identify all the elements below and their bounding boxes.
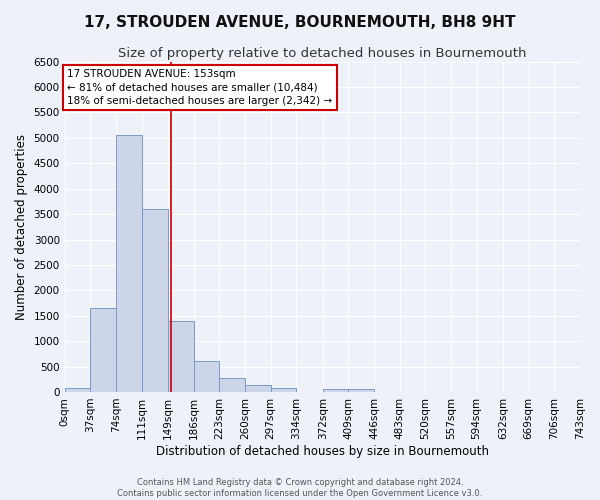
Bar <box>271 388 296 392</box>
Bar <box>349 389 374 392</box>
X-axis label: Distribution of detached houses by size in Bournemouth: Distribution of detached houses by size … <box>156 444 489 458</box>
Bar <box>245 386 271 392</box>
Y-axis label: Number of detached properties: Number of detached properties <box>15 134 28 320</box>
Text: Contains HM Land Registry data © Crown copyright and database right 2024.
Contai: Contains HM Land Registry data © Crown c… <box>118 478 482 498</box>
Bar <box>142 209 168 392</box>
Title: Size of property relative to detached houses in Bournemouth: Size of property relative to detached ho… <box>118 48 527 60</box>
Text: 17 STROUDEN AVENUE: 153sqm
← 81% of detached houses are smaller (10,484)
18% of : 17 STROUDEN AVENUE: 153sqm ← 81% of deta… <box>67 70 332 106</box>
Bar <box>323 389 349 392</box>
Bar <box>91 308 116 392</box>
Bar <box>65 388 91 392</box>
Bar <box>194 362 220 392</box>
Text: 17, STROUDEN AVENUE, BOURNEMOUTH, BH8 9HT: 17, STROUDEN AVENUE, BOURNEMOUTH, BH8 9H… <box>84 15 516 30</box>
Bar <box>220 378 245 392</box>
Bar <box>116 135 142 392</box>
Bar <box>168 322 194 392</box>
